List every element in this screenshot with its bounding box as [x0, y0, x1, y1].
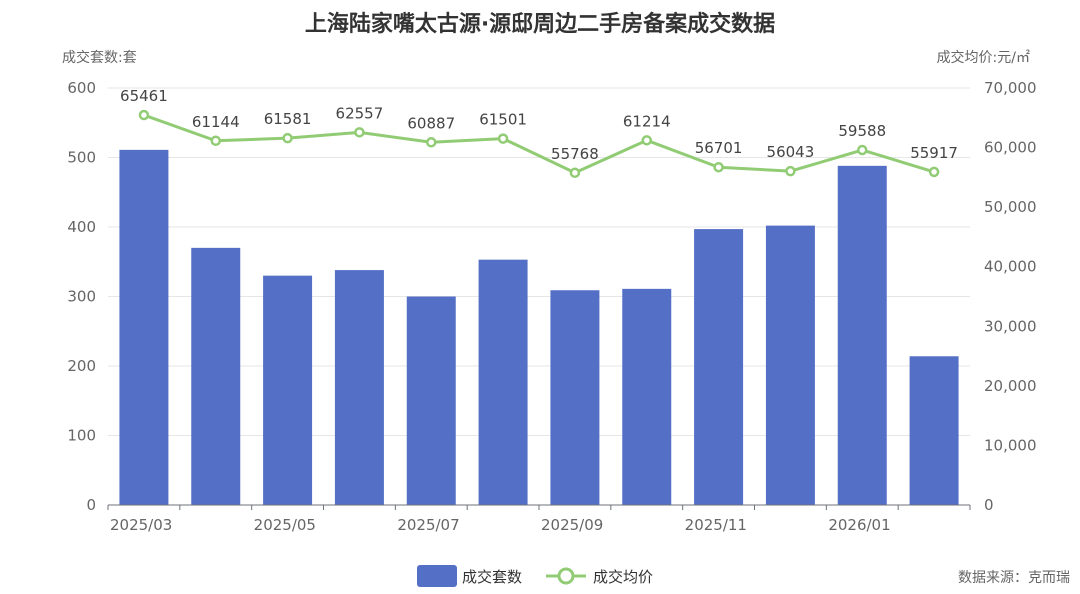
x-tick-label: 2025/03: [110, 516, 172, 534]
line-data-label: 65461: [120, 87, 168, 105]
line-data-label: 61214: [623, 112, 671, 130]
y-right-tick-label: 30,000: [984, 317, 1037, 335]
line-point[interactable]: [497, 133, 509, 144]
line-data-label: 56701: [695, 139, 743, 157]
line-point[interactable]: [282, 132, 293, 144]
line-point[interactable]: [354, 127, 365, 138]
y-left-tick-label: 500: [67, 149, 96, 167]
y-axis-right: 70,000 60,000 50,000 40,000 30,000 20,000 10,0…: [984, 79, 1037, 514]
bar[interactable]: [909, 356, 959, 505]
line-point[interactable]: [569, 167, 581, 179]
y-right-tick-label: 10,000: [984, 436, 1037, 454]
line-point[interactable]: [426, 137, 437, 148]
bar[interactable]: [406, 296, 456, 506]
line-labels: 65461 61144 61581 62557 60887 61501 55768 61214…: [120, 87, 958, 163]
x-axis: 2025/03 2025/05 2025/07 2025/09 2025/11 2026/…: [107, 504, 971, 534]
grid-lines: [108, 87, 970, 436]
bar[interactable]: [550, 290, 600, 505]
x-tick-label: 2025/09: [541, 516, 603, 534]
line-point[interactable]: [857, 144, 868, 156]
bar-series: [119, 149, 959, 506]
bar[interactable]: [765, 225, 815, 506]
bar[interactable]: [119, 149, 169, 506]
bar[interactable]: [478, 259, 528, 505]
y-axis-left-label: 成交套数:套: [62, 49, 137, 66]
line-data-label: 62557: [336, 104, 384, 122]
y-right-tick-label: 0: [984, 496, 994, 514]
bar[interactable]: [334, 270, 384, 505]
y-right-tick-label: 70,000: [984, 79, 1037, 97]
bar[interactable]: [622, 288, 672, 505]
line-point[interactable]: [785, 165, 796, 177]
y-left-tick-label: 0: [86, 496, 96, 514]
x-tick-label: 2026/01: [828, 516, 890, 534]
line-data-label: 60887: [407, 114, 455, 132]
line-data-label: 55917: [910, 144, 958, 162]
line-data-label: 55768: [551, 145, 599, 163]
legend[interactable]: 成交套数 成交均价: [417, 565, 653, 587]
bar[interactable]: [837, 165, 887, 505]
y-left-tick-label: 100: [67, 427, 96, 445]
line-data-label: 59588: [838, 122, 886, 140]
source-note: 数据来源：克而瑞: [958, 570, 1070, 586]
line-data-label: 61501: [479, 111, 527, 129]
chart-title: 上海陆家嘴太古源·源邸周边二手房备案成交数据: [304, 12, 776, 37]
line-point[interactable]: [210, 135, 221, 147]
y-right-tick-label: 60,000: [984, 139, 1037, 157]
y-axis-left: 600 500 400 300 200 100 0: [67, 79, 96, 514]
line-data-label: 61581: [264, 110, 312, 128]
x-tick-label: 2025/05: [254, 516, 316, 534]
line-data-label: 61144: [192, 113, 240, 131]
legend-bar-swatch[interactable]: [417, 565, 457, 587]
x-tick-label: 2025/11: [685, 516, 747, 534]
line-path: [143, 113, 935, 175]
line-data-label: 56043: [767, 143, 815, 161]
bar[interactable]: [694, 229, 744, 505]
y-left-tick-label: 300: [67, 288, 96, 306]
line-series: [138, 109, 940, 179]
line-point[interactable]: [641, 135, 652, 146]
line-point[interactable]: [138, 109, 150, 121]
legend-line-label[interactable]: 成交均价: [593, 568, 653, 586]
y-right-tick-label: 40,000: [984, 258, 1037, 276]
y-left-tick-label: 200: [67, 357, 96, 375]
y-axis-right-label: 成交均价:元/㎡: [937, 49, 1030, 66]
bar[interactable]: [263, 275, 313, 505]
line-point[interactable]: [713, 161, 724, 173]
y-right-tick-label: 50,000: [984, 198, 1037, 216]
y-left-tick-label: 600: [67, 79, 96, 97]
line-point[interactable]: [928, 166, 940, 178]
y-left-tick-label: 400: [67, 218, 96, 236]
bar[interactable]: [191, 247, 241, 505]
legend-line-marker[interactable]: [557, 567, 575, 585]
x-tick-label: 2025/07: [397, 516, 459, 534]
legend-bar-label[interactable]: 成交套数: [462, 568, 522, 586]
y-right-tick-label: 20,000: [984, 377, 1037, 395]
